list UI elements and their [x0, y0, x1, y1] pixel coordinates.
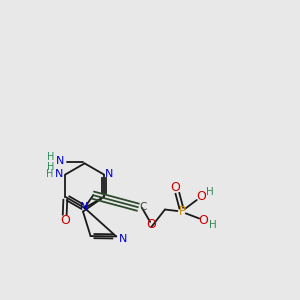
Text: H: H [46, 169, 53, 179]
Text: H: H [47, 152, 54, 161]
Text: N: N [80, 202, 88, 212]
Text: P: P [179, 205, 186, 218]
Text: H: H [208, 220, 216, 230]
Text: O: O [198, 214, 208, 227]
Text: H: H [47, 162, 54, 172]
Text: N: N [56, 156, 64, 166]
Text: O: O [170, 181, 180, 194]
Text: H: H [206, 187, 214, 197]
Text: N: N [118, 234, 127, 244]
Text: N: N [105, 169, 113, 179]
Text: O: O [60, 214, 70, 227]
Text: N: N [55, 169, 63, 179]
Text: O: O [196, 190, 206, 203]
Text: O: O [146, 218, 156, 231]
Text: C: C [140, 202, 147, 212]
